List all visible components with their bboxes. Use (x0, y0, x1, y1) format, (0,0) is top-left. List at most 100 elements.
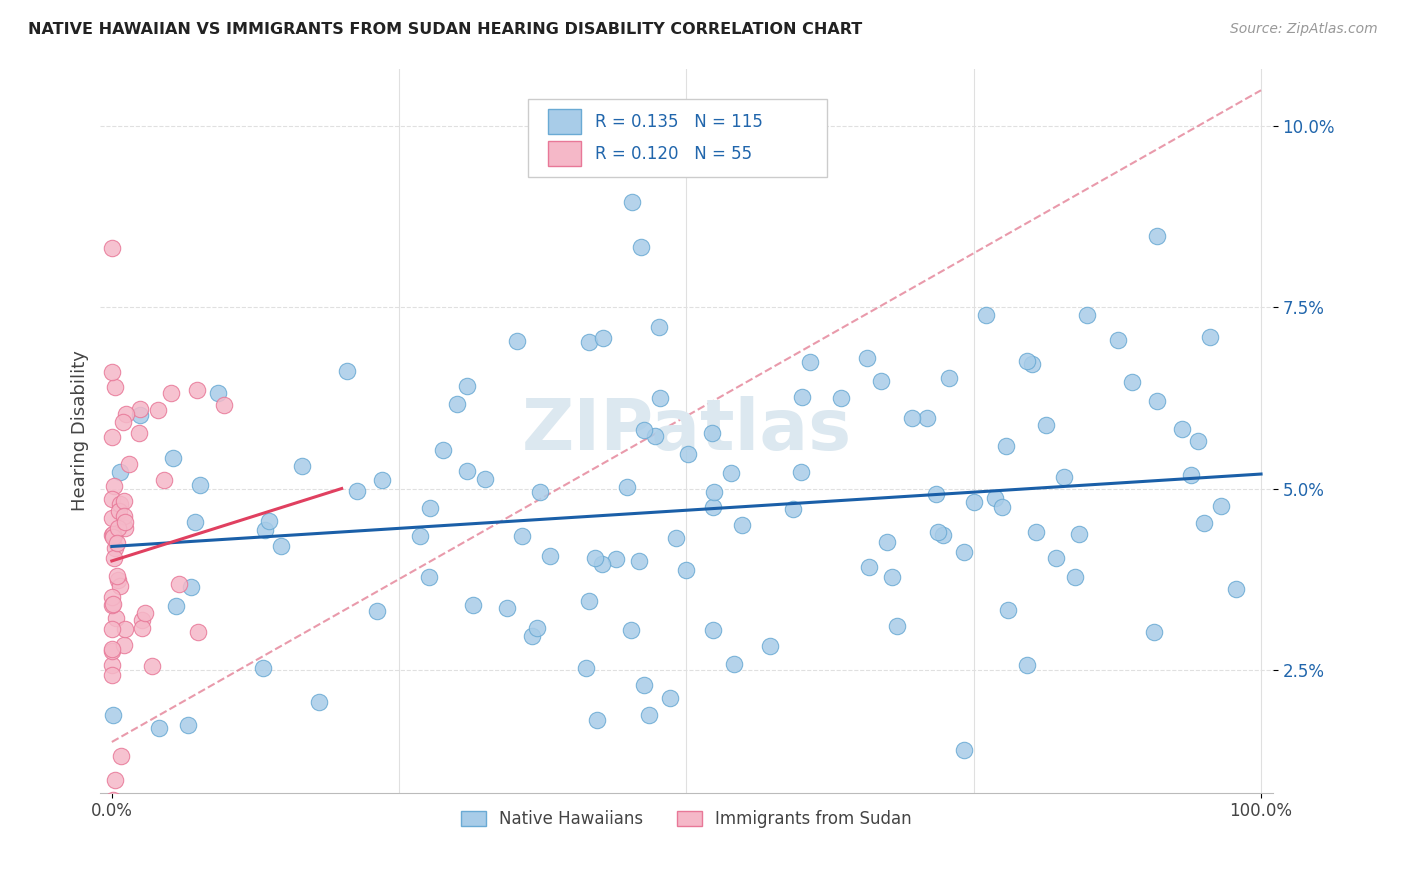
Immigrants from Sudan (101, 492, 124, 507)
Native Hawaiians (252, 661, 274, 675)
Immigrants from Sudan (118, 457, 141, 471)
Native Hawaiians (432, 443, 454, 458)
Native Hawaiians (510, 529, 533, 543)
Immigrants from Sudan (101, 644, 124, 658)
Native Hawaiians (1067, 526, 1090, 541)
Native Hawaiians (676, 447, 699, 461)
Native Hawaiians (183, 515, 205, 529)
Native Hawaiians (799, 355, 821, 369)
Native Hawaiians (162, 451, 184, 466)
Immigrants from Sudan (103, 479, 125, 493)
Native Hawaiians (336, 364, 359, 378)
Native Hawaiians (675, 563, 697, 577)
Native Hawaiians (856, 351, 879, 366)
Bar (548, 109, 581, 135)
Native Hawaiians (257, 514, 280, 528)
Immigrants from Sudan (103, 530, 125, 544)
Immigrants from Sudan (101, 430, 124, 444)
Native Hawaiians (409, 529, 432, 543)
Immigrants from Sudan (128, 401, 150, 416)
Immigrants from Sudan (159, 386, 181, 401)
Immigrants from Sudan (134, 606, 156, 620)
Native Hawaiians (759, 639, 782, 653)
Native Hawaiians (103, 708, 125, 723)
Native Hawaiians (644, 429, 666, 443)
Native Hawaiians (1180, 467, 1202, 482)
Native Hawaiians (495, 601, 517, 615)
Native Hawaiians (995, 439, 1018, 453)
Native Hawaiians (1076, 309, 1098, 323)
Immigrants from Sudan (101, 591, 124, 605)
Immigrants from Sudan (105, 568, 128, 582)
Native Hawaiians (702, 500, 724, 514)
Native Hawaiians (253, 523, 276, 537)
Native Hawaiians (723, 657, 745, 671)
Native Hawaiians (702, 426, 724, 441)
Immigrants from Sudan (128, 426, 150, 441)
Native Hawaiians (882, 570, 904, 584)
Native Hawaiians (830, 391, 852, 405)
Native Hawaiians (638, 707, 661, 722)
Immigrants from Sudan (110, 749, 132, 764)
Immigrants from Sudan (101, 598, 124, 612)
Native Hawaiians (915, 411, 938, 425)
Native Hawaiians (925, 487, 948, 501)
Immigrants from Sudan (101, 511, 124, 525)
Legend: Native Hawaiians, Immigrants from Sudan: Native Hawaiians, Immigrants from Sudan (454, 804, 918, 835)
Native Hawaiians (1146, 228, 1168, 243)
Native Hawaiians (1199, 330, 1222, 344)
Native Hawaiians (790, 465, 813, 479)
Immigrants from Sudan (101, 528, 124, 542)
Native Hawaiians (630, 240, 652, 254)
Native Hawaiians (886, 619, 908, 633)
Text: R = 0.135   N = 115: R = 0.135 N = 115 (595, 113, 763, 131)
Native Hawaiians (633, 677, 655, 691)
Native Hawaiians (188, 478, 211, 492)
Native Hawaiians (165, 599, 187, 613)
Immigrants from Sudan (101, 623, 124, 637)
Immigrants from Sudan (101, 365, 124, 379)
Native Hawaiians (616, 480, 638, 494)
Native Hawaiians (583, 551, 606, 566)
Native Hawaiians (974, 309, 997, 323)
Native Hawaiians (1142, 625, 1164, 640)
Immigrants from Sudan (148, 402, 170, 417)
Native Hawaiians (180, 580, 202, 594)
Native Hawaiians (207, 386, 229, 401)
Native Hawaiians (148, 721, 170, 735)
Native Hawaiians (665, 532, 688, 546)
Native Hawaiians (1017, 354, 1039, 368)
Native Hawaiians (1063, 570, 1085, 584)
Text: NATIVE HAWAIIAN VS IMMIGRANTS FROM SUDAN HEARING DISABILITY CORRELATION CHART: NATIVE HAWAIIAN VS IMMIGRANTS FROM SUDAN… (28, 22, 862, 37)
Native Hawaiians (953, 743, 976, 757)
Native Hawaiians (1209, 500, 1232, 514)
Immigrants from Sudan (101, 793, 124, 807)
Native Hawaiians (538, 549, 561, 564)
Native Hawaiians (346, 484, 368, 499)
Immigrants from Sudan (101, 667, 124, 681)
Immigrants from Sudan (101, 642, 124, 657)
Immigrants from Sudan (114, 515, 136, 529)
Immigrants from Sudan (131, 621, 153, 635)
Immigrants from Sudan (107, 536, 129, 550)
Native Hawaiians (592, 331, 614, 345)
Native Hawaiians (1045, 550, 1067, 565)
FancyBboxPatch shape (529, 99, 827, 178)
Immigrants from Sudan (108, 497, 131, 511)
Bar (548, 141, 581, 166)
Immigrants from Sudan (107, 504, 129, 518)
Native Hawaiians (997, 603, 1019, 617)
Native Hawaiians (578, 335, 600, 350)
Native Hawaiians (782, 501, 804, 516)
Native Hawaiians (1021, 357, 1043, 371)
Immigrants from Sudan (111, 415, 134, 429)
Text: ZIPatlas: ZIPatlas (522, 396, 852, 465)
Immigrants from Sudan (152, 474, 174, 488)
Native Hawaiians (703, 484, 725, 499)
Native Hawaiians (984, 491, 1007, 506)
Native Hawaiians (659, 690, 682, 705)
Native Hawaiians (991, 500, 1014, 514)
Immigrants from Sudan (104, 541, 127, 555)
Text: R = 0.120   N = 55: R = 0.120 N = 55 (595, 145, 752, 163)
Immigrants from Sudan (187, 624, 209, 639)
